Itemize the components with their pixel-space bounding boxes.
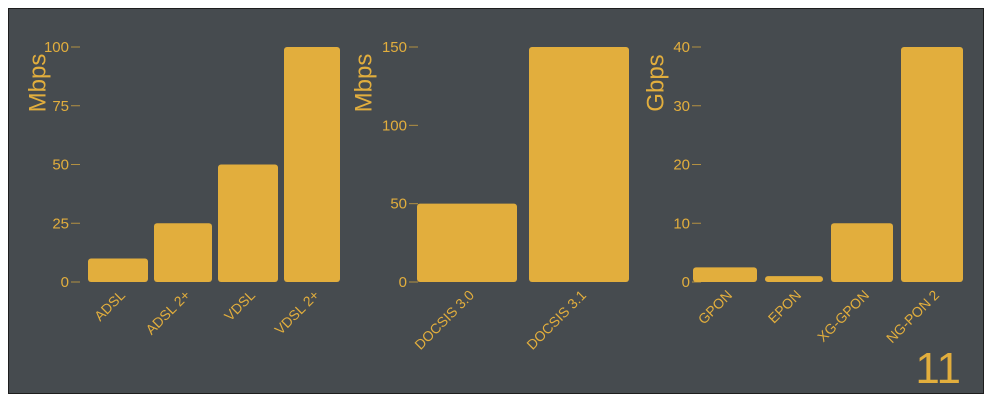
bar-adsl-2- — [154, 223, 212, 282]
y-axis-label-1: Mbps — [24, 54, 51, 113]
y-tick-label: 0 — [682, 274, 690, 291]
bar-docsis-3-1 — [529, 47, 629, 282]
y-tick-label: 10 — [673, 215, 690, 232]
bar-vdsl-2- — [284, 47, 340, 282]
bar-gpon — [693, 267, 757, 282]
y-tick-label: 100 — [44, 39, 69, 56]
y-tick-label: 50 — [390, 196, 407, 213]
y-tick-label: 40 — [673, 39, 690, 56]
chart-slide: Mbps 0 25 50 75 100 ADSL ADSL 2+ VDSL VDSL 2+ Mbps… — [8, 8, 984, 394]
y-tick-label: 30 — [673, 98, 690, 115]
y-tick-label: 25 — [52, 215, 69, 232]
y-axis-label-3: Gbps — [642, 54, 669, 111]
bar-xg-gpon — [831, 223, 893, 282]
bar-epon — [765, 276, 823, 282]
y-tick-label: 100 — [382, 117, 407, 134]
bar-ng-pon-2 — [901, 47, 963, 282]
y-tick-label: 150 — [382, 39, 407, 56]
y-tick-label: 0 — [61, 274, 69, 291]
y-tick-label: 75 — [52, 98, 69, 115]
slide-number: 11 — [915, 344, 961, 393]
y-tick-label: 50 — [52, 157, 69, 174]
chart-background — [9, 9, 983, 393]
y-tick-label: 20 — [673, 157, 690, 174]
bar-docsis-3-0 — [417, 203, 517, 282]
y-axis-label-2: Mbps — [350, 54, 377, 113]
bar-vdsl — [218, 164, 278, 282]
bar-adsl — [88, 258, 148, 282]
y-tick-label: 0 — [399, 274, 407, 291]
